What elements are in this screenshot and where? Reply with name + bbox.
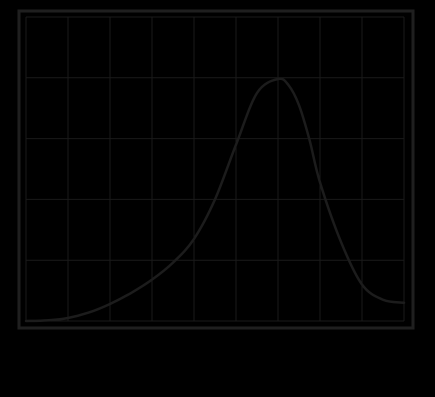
series-layer xyxy=(24,77,406,323)
grid xyxy=(25,16,405,322)
plot-frame xyxy=(17,9,415,330)
series-line-0 xyxy=(24,77,406,323)
